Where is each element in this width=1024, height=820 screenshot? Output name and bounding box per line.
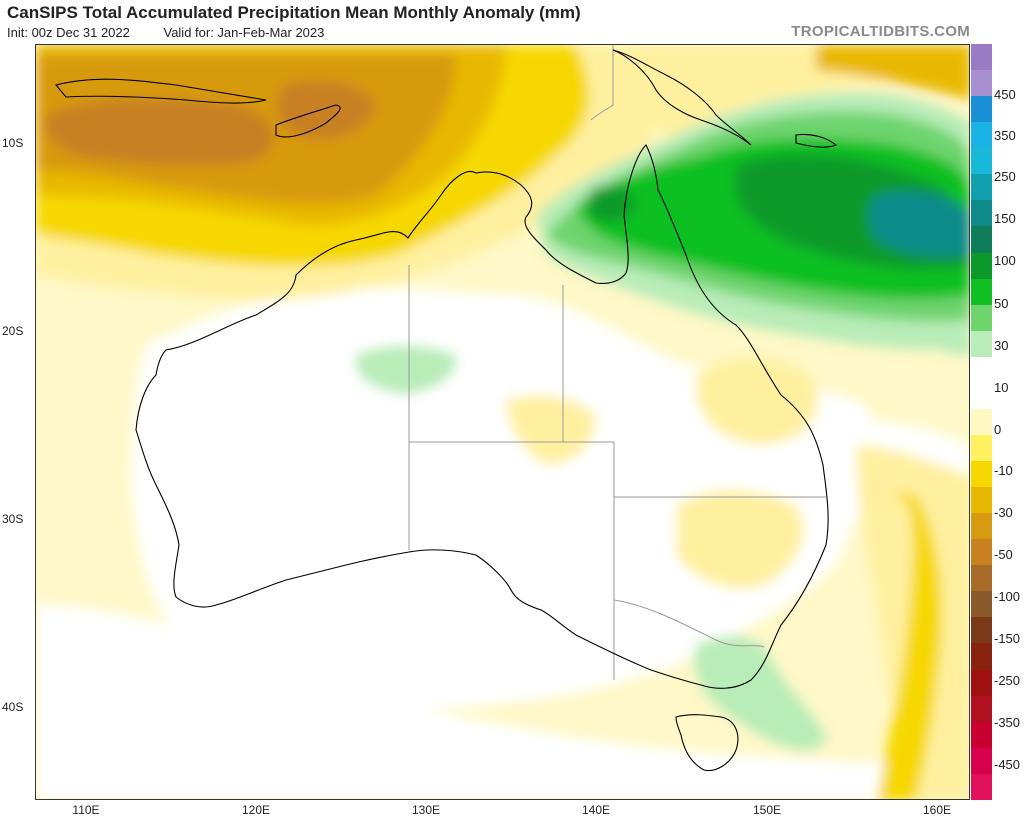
legend-label: -50 xyxy=(994,547,1013,562)
lon-label: 120E xyxy=(241,803,271,817)
legend-swatch xyxy=(971,513,992,540)
timor-coast xyxy=(275,104,341,138)
lon-label: 140E xyxy=(581,803,611,817)
legend-swatch xyxy=(971,96,992,123)
legend-swatch xyxy=(971,44,992,71)
dry-patch-qld xyxy=(695,356,818,445)
legend-swatch xyxy=(971,148,992,175)
lat-label: 10S xyxy=(2,136,24,150)
site-brand[interactable]: TROPICALTIDBITS.COM xyxy=(791,23,970,40)
lat-label: 40S xyxy=(2,700,24,714)
legend-label: -250 xyxy=(994,673,1021,688)
legend-label: -350 xyxy=(994,715,1021,730)
legend-label: 100 xyxy=(994,253,1016,268)
coastlines xyxy=(55,49,838,772)
legend-label: 250 xyxy=(994,169,1016,184)
legend-swatch xyxy=(971,382,992,409)
legend-swatch xyxy=(971,591,992,618)
nsw-vic-border xyxy=(613,599,765,648)
init-time: Init: 00z Dec 31 2022 xyxy=(7,25,130,40)
legend-label: 10 xyxy=(994,380,1009,395)
lon-label: 130E xyxy=(411,803,441,817)
legend-swatch xyxy=(971,643,992,670)
tasmania-coast xyxy=(675,714,739,772)
lat-label: 30S xyxy=(2,512,24,526)
qld-border xyxy=(562,285,826,498)
legend-swatch xyxy=(971,70,992,97)
legend-swatch xyxy=(971,695,992,722)
legend-swatch xyxy=(971,122,992,149)
legend-label: -30 xyxy=(994,505,1013,520)
indonesia-coast xyxy=(55,78,267,104)
dry-core-150 xyxy=(44,98,274,166)
legend-swatch xyxy=(971,539,992,566)
legend-label: -100 xyxy=(994,589,1021,604)
color-legend xyxy=(971,44,992,800)
lon-label: 110E xyxy=(72,803,100,817)
lon-label: 150E xyxy=(752,803,782,817)
legend-label: 0 xyxy=(994,422,1002,437)
legend-swatch xyxy=(971,669,992,696)
dry-patch-nsw xyxy=(676,490,805,589)
legend-swatch xyxy=(971,721,992,748)
legend-swatch xyxy=(971,747,992,774)
dry-patch-sa xyxy=(506,395,596,465)
legend-swatch xyxy=(971,356,992,383)
png-coast xyxy=(612,49,752,146)
legend-swatch xyxy=(971,617,992,644)
png-border xyxy=(590,45,614,121)
legend-label: -150 xyxy=(994,631,1021,646)
legend-swatch xyxy=(971,174,992,201)
lat-label: 20S xyxy=(2,324,24,338)
anomaly-map xyxy=(35,44,970,800)
dry-core-150b xyxy=(277,81,376,139)
wet-core-150 xyxy=(868,191,969,257)
legend-swatch xyxy=(971,565,992,592)
legend-swatch xyxy=(971,408,992,435)
neutral-zone-south xyxy=(36,605,969,799)
legend-swatch xyxy=(971,330,992,357)
legend-swatch xyxy=(971,200,992,227)
ne-dry-band xyxy=(816,45,969,100)
legend-swatch xyxy=(971,226,992,253)
dry-band-east-30 xyxy=(866,485,943,799)
chart-title: CanSIPS Total Accumulated Precipitation … xyxy=(7,3,581,22)
legend-label: 450 xyxy=(994,87,1016,102)
legend-label: -450 xyxy=(994,757,1021,772)
legend-swatch xyxy=(971,278,992,305)
legend-label: 30 xyxy=(994,338,1009,353)
neutral-zone-interior xyxy=(131,288,875,711)
legend-swatch xyxy=(971,773,992,800)
legend-swatch xyxy=(971,434,992,461)
lon-label: 160E xyxy=(922,803,952,817)
legend-label: 150 xyxy=(994,211,1016,226)
run-info: Init: 00z Dec 31 2022 Valid for: Jan-Feb… xyxy=(7,25,354,40)
state-borders xyxy=(408,45,826,680)
legend-label: 50 xyxy=(994,296,1009,311)
legend-swatch xyxy=(971,252,992,279)
legend-swatch xyxy=(971,304,992,331)
wet-patch-tasman xyxy=(694,635,826,751)
wet-patch-central xyxy=(355,345,457,395)
legend-label: 350 xyxy=(994,128,1016,143)
australia-coast xyxy=(135,144,829,689)
solomon-coast xyxy=(795,133,838,148)
legend-swatch xyxy=(971,461,992,488)
valid-period: Valid for: Jan-Feb-Mar 2023 xyxy=(163,25,325,40)
legend-label: -10 xyxy=(994,463,1013,478)
legend-swatch xyxy=(971,487,992,514)
